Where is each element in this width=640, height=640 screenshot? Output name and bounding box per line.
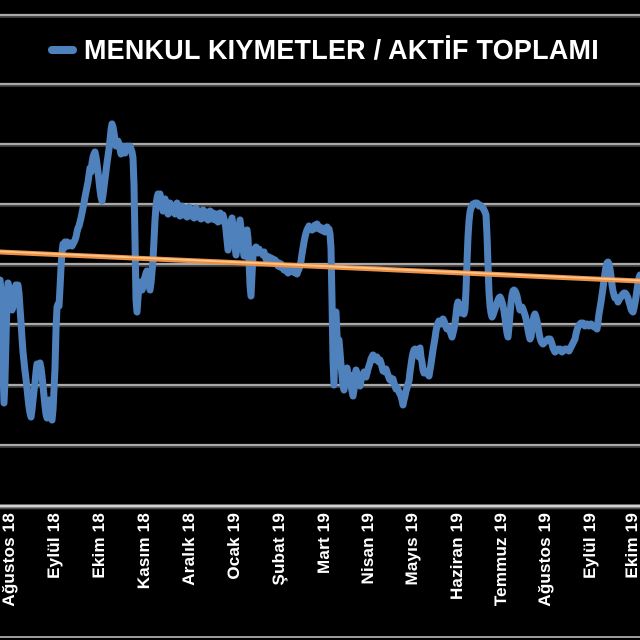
series-line [0, 120, 640, 424]
x-axis-label: Şubat 19 [269, 513, 288, 586]
x-axis-label: Haziran 19 [447, 513, 466, 601]
x-axis-label: Eylül 18 [44, 513, 63, 579]
x-axis-label: Aralık 18 [179, 513, 198, 586]
x-axis-label: Ekim 19 [622, 513, 640, 579]
chart-title: MENKUL KIYMETLER / AKTİF TOPLAMI [84, 34, 599, 65]
x-axis-label: Ağustos 19 [535, 513, 554, 607]
legend-line-icon [48, 46, 77, 54]
x-axis-label: Nisan 19 [358, 513, 377, 585]
x-axis-label: Ağustos 18 [0, 513, 18, 607]
x-axis-label: Eylül 19 [580, 513, 599, 579]
x-axis-label: Ekim 18 [89, 513, 108, 579]
x-axis-label: Mayıs 19 [402, 513, 421, 586]
x-axis-label: Kasım 18 [134, 513, 153, 590]
x-axis-label: Mart 19 [314, 513, 333, 574]
x-axis-label: Ocak 19 [224, 513, 243, 580]
legend: MENKUL KIYMETLER / AKTİF TOPLAMI [48, 15, 620, 85]
x-axis-label: Temmuz 19 [491, 513, 510, 607]
trend-line-highlight [0, 250, 640, 282]
